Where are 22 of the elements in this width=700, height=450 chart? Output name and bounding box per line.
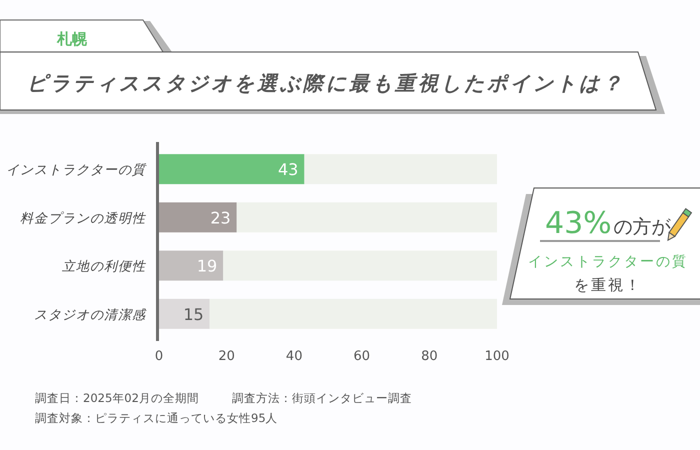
value-label: 23 xyxy=(210,208,231,228)
annotation: 調査方法：街頭インタビュー調査 xyxy=(232,391,412,405)
subtitle: 札幌 xyxy=(57,30,87,48)
category-label: 立地の利便性 xyxy=(62,260,146,275)
value-label: 43 xyxy=(278,160,298,180)
x-tick-label: 100 xyxy=(484,349,510,364)
x-tick-label: 20 xyxy=(218,349,235,364)
x-tick-label: 60 xyxy=(354,349,370,364)
annotation: 43%の方が xyxy=(545,206,671,241)
annotation: 調査日：2025年02月の全期間 xyxy=(35,391,199,405)
x-tick-label: 40 xyxy=(286,349,302,364)
x-tick-label: 80 xyxy=(421,349,438,364)
category-label: インストラクターの質 xyxy=(6,163,146,178)
category-label: 料金プランの透明性 xyxy=(20,211,146,226)
value-label: 15 xyxy=(183,304,204,324)
annotation: を重視！ xyxy=(574,276,642,294)
title: ピラティススタジオを選ぶ際に最も重視したポイントは？ xyxy=(27,71,625,95)
x-tick-label: 0 xyxy=(154,349,164,364)
value-label: 19 xyxy=(196,256,218,276)
category-label: スタジオの清潔感 xyxy=(34,308,146,323)
annotation: 調査対象：ピラティスに通っている女性95人 xyxy=(35,411,278,425)
annotation: インストラクターの質 xyxy=(528,254,688,270)
